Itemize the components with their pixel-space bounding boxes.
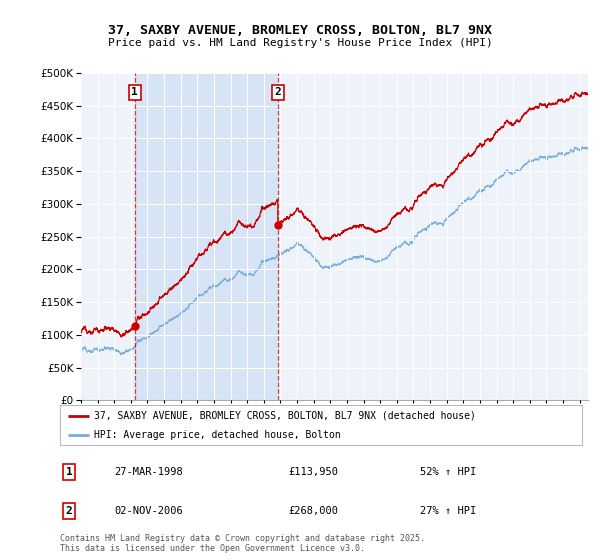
Bar xyxy=(134,73,278,400)
Text: 2: 2 xyxy=(65,506,73,516)
Text: 27% ↑ HPI: 27% ↑ HPI xyxy=(420,506,476,516)
Text: £113,950: £113,950 xyxy=(288,467,338,477)
Text: 37, SAXBY AVENUE, BROMLEY CROSS, BOLTON, BL7 9NX (detached house): 37, SAXBY AVENUE, BROMLEY CROSS, BOLTON,… xyxy=(94,411,476,421)
Text: £268,000: £268,000 xyxy=(288,506,338,516)
Text: Price paid vs. HM Land Registry's House Price Index (HPI): Price paid vs. HM Land Registry's House … xyxy=(107,38,493,48)
Text: 1: 1 xyxy=(65,467,73,477)
Text: 02-NOV-2006: 02-NOV-2006 xyxy=(114,506,183,516)
Text: 27-MAR-1998: 27-MAR-1998 xyxy=(114,467,183,477)
Text: 37, SAXBY AVENUE, BROMLEY CROSS, BOLTON, BL7 9NX: 37, SAXBY AVENUE, BROMLEY CROSS, BOLTON,… xyxy=(108,24,492,36)
Text: 52% ↑ HPI: 52% ↑ HPI xyxy=(420,467,476,477)
Text: 1: 1 xyxy=(131,87,138,97)
Text: 2: 2 xyxy=(274,87,281,97)
Text: HPI: Average price, detached house, Bolton: HPI: Average price, detached house, Bolt… xyxy=(94,430,341,440)
Text: Contains HM Land Registry data © Crown copyright and database right 2025.
This d: Contains HM Land Registry data © Crown c… xyxy=(60,534,425,553)
